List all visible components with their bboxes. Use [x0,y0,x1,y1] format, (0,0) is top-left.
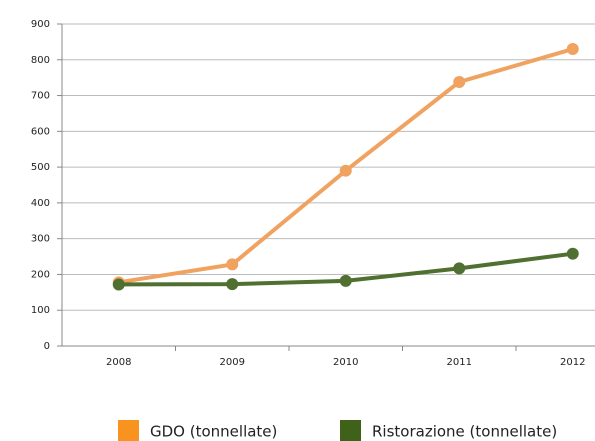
legend-swatch [340,420,361,441]
x-tick-label: 2010 [333,357,358,368]
data-point [226,278,239,291]
x-tick-label: 2011 [447,357,472,368]
data-point [453,262,466,275]
x-tick-label: 2012 [560,357,585,368]
data-point [339,274,352,287]
y-tick-label: 100 [31,305,50,316]
y-tick-label: 300 [31,234,50,245]
y-tick-label: 700 [31,91,50,102]
y-tick-label: 500 [31,162,50,173]
legend-text: Ristorazione (tonnellate) [372,423,557,441]
data-point [339,164,352,177]
y-tick-label: 900 [31,19,50,30]
y-tick-label: 200 [31,269,50,280]
data-point [566,247,579,260]
data-point [453,75,466,88]
y-tick-label: 800 [31,55,50,66]
data-point [226,258,239,271]
x-tick-label: 2008 [106,357,131,368]
x-tick-label: 2009 [220,357,245,368]
y-tick-label: 0 [44,341,50,352]
data-point [112,278,125,291]
legend-text: GDO (tonnellate) [150,423,277,441]
y-tick-label: 400 [31,198,50,209]
data-point [566,43,579,56]
y-tick-label: 600 [31,126,50,137]
legend-swatch [118,420,139,441]
